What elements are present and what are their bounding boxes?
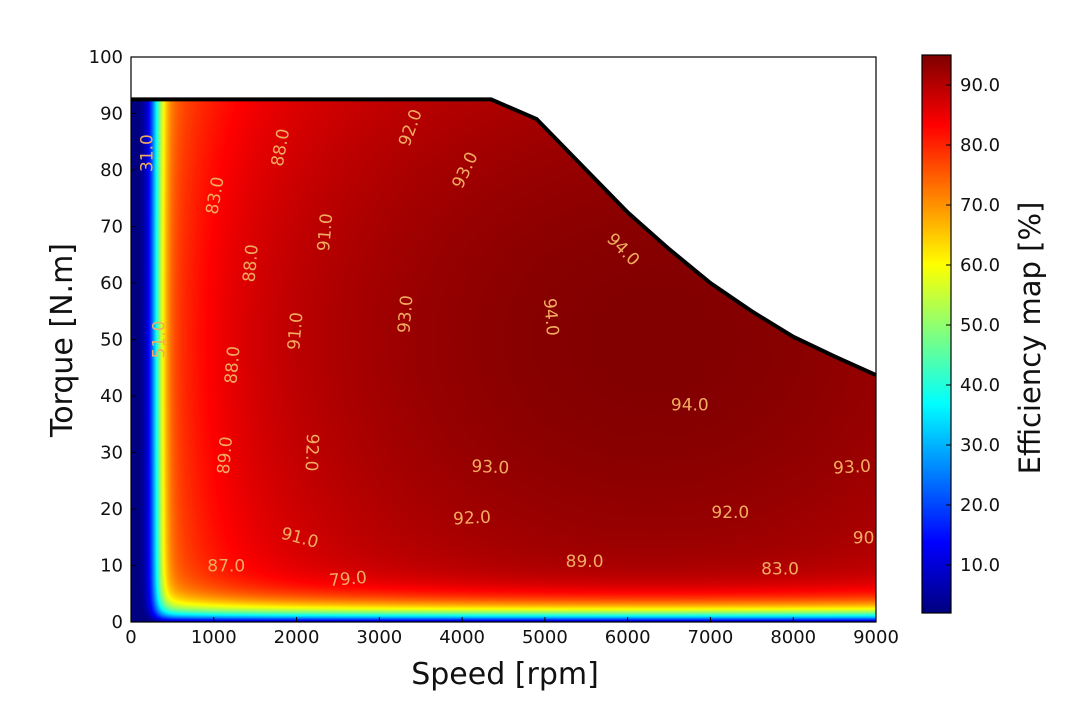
contour-label: 94.0 [602,229,643,270]
y-tick-label: 80 [100,160,123,181]
contour-label: 89.0 [214,436,237,475]
contour-label: 92.0 [711,503,749,523]
colorbar-tick-label: 80.0 [960,135,1000,156]
x-axis-title: Speed [rpm] [411,657,599,692]
y-tick-label: 40 [100,386,123,407]
colorbar-gradient [922,55,951,613]
contour-label: 93.0 [448,149,482,192]
contour-label: 93.0 [471,457,510,479]
colorbar-tick-label: 20.0 [960,495,1000,516]
colorbar-frame [921,54,952,614]
y-tick-label: 70 [100,217,123,238]
x-tick-label: 1000 [191,627,237,648]
colorbar-ticks: 10.0 20.0 30.0 40.0 50.0 60.0 70.0 80.0 90.0 [946,75,1000,576]
y-tick-label: 20 [100,499,123,520]
contour-label: 91.0 [284,311,307,350]
contour-label: 92.0 [395,107,427,149]
x-tick-label: 2000 [274,627,320,648]
colorbar-tick-label: 60.0 [960,255,1000,276]
y-axis-title: Torque [N.m] [45,243,80,438]
contour-label: 94.0 [671,396,709,416]
colorbar-tick-label: 70.0 [960,195,1000,216]
efficiency-heatmap [131,57,876,622]
colorbar-tick-label: 90.0 [960,75,1000,96]
contour-label: 91.0 [314,213,337,252]
contour-labels: 31.0 51.0 83.0 88.0 92.0 93.0 91.0 88.0 94.0 94.0… [138,107,875,591]
x-tick-label: 4000 [439,627,485,648]
contour-label: 88.0 [240,244,263,283]
contour-label: 93.0 [394,294,417,333]
contour-label: 83.0 [202,175,228,216]
contour-label: 88.0 [221,345,244,384]
contour-label: 83.0 [761,559,799,579]
contour-label: 31.0 [138,134,158,172]
x-tick-label: 3000 [356,627,402,648]
y-tick-label: 100 [89,47,123,68]
contour-label: 94.0 [539,297,562,336]
contour-label: 87.0 [207,557,245,577]
y-axis-ticks: 0 10 20 30 40 50 60 70 80 90 100 [89,47,136,633]
colorbar-tick-label: 40.0 [960,375,1000,396]
contour-label: 92.0 [453,508,492,530]
x-tick-label: 5000 [522,627,568,648]
x-tick-label: 9000 [853,627,899,648]
contour-label: 88.0 [268,127,294,168]
contour-label: 90 [853,528,875,548]
colorbar-tick-label: 50.0 [960,315,1000,336]
y-tick-label: 60 [100,273,123,294]
y-tick-label: 90 [100,104,123,125]
x-tick-label: 0 [125,627,136,648]
contour-label: 91.0 [279,524,321,553]
plot-frame [130,56,877,623]
contour-label: 51.0 [149,321,169,359]
contour-label: 89.0 [566,552,604,572]
y-tick-label: 10 [100,556,123,577]
colorbar-title: Efficiency map [%] [1013,202,1047,475]
y-tick-label: 30 [100,443,123,464]
colorbar-tick-label: 10.0 [960,555,1000,576]
x-tick-label: 8000 [770,627,816,648]
x-tick-label: 7000 [688,627,734,648]
x-axis-ticks: 0 1000 2000 3000 4000 5000 6000 7000 8000 9000 [125,617,899,648]
contour-label: 93.0 [833,457,872,479]
x-tick-label: 6000 [605,627,651,648]
contour-label: 79.0 [328,568,367,591]
contour-label: 92.0 [301,433,322,472]
y-tick-label: 50 [100,330,123,351]
torque-speed-envelope [131,97,877,377]
y-tick-label: 0 [112,612,123,633]
colorbar-tick-label: 30.0 [960,435,1000,456]
